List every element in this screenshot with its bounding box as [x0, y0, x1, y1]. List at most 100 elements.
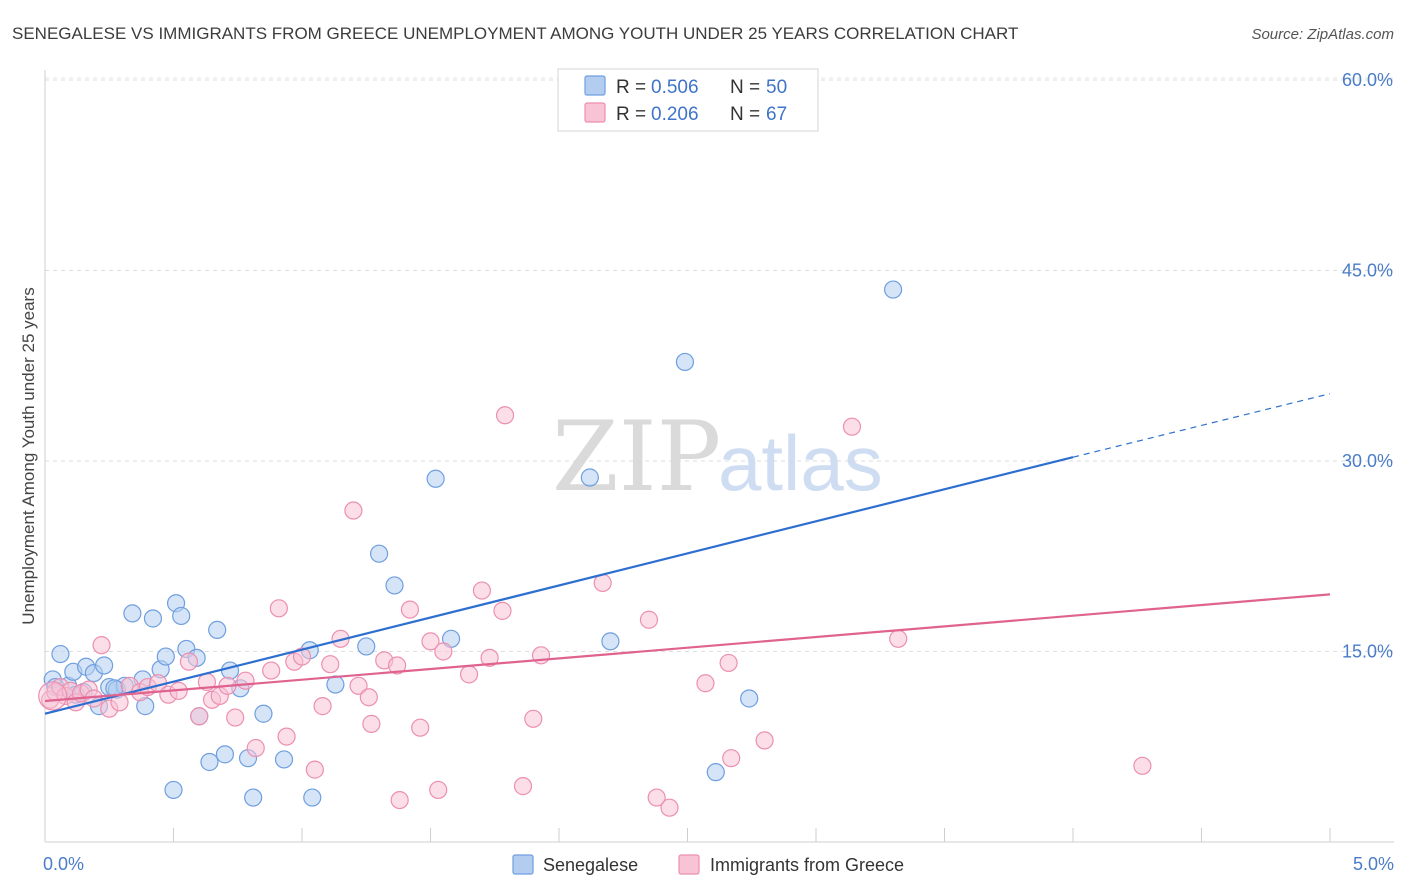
senegalese-point-26	[220, 661, 240, 680]
greece-point-33	[313, 697, 332, 716]
greece-point-29	[277, 727, 296, 746]
legend-swatch-senegalese	[584, 75, 606, 96]
greece-point-64	[842, 417, 862, 436]
greece-point-51	[493, 601, 512, 620]
watermark: ZIP atlas	[552, 401, 883, 513]
legend-swatch-greece	[584, 102, 606, 123]
y-tick-label-45: 45.0%	[1342, 261, 1393, 281]
senegalese-point-37	[385, 576, 404, 595]
legend-n-value-greece: 67	[766, 104, 787, 125]
greece-point-26	[246, 738, 265, 758]
senegalese-point-29	[244, 788, 263, 807]
greece-point-45	[421, 632, 440, 651]
greece-point-52	[495, 406, 515, 425]
greece-point-19	[190, 707, 209, 726]
senegalese-point-12	[123, 604, 142, 623]
senegalese-point-43	[706, 763, 725, 782]
senegalese-point-25	[215, 745, 234, 764]
y-tick-label-30: 30.0%	[1342, 451, 1393, 471]
chart-source: Source: ZipAtlas.com	[1251, 26, 1394, 43]
greece-point-28	[269, 599, 288, 618]
greece-point-42	[390, 790, 409, 810]
senegalese-point-15	[143, 609, 163, 628]
series-legend: Senegalese Immigrants from Greece	[512, 854, 904, 875]
senegalese-point-24	[208, 620, 227, 640]
greece-point-50	[480, 648, 499, 667]
chart-title: SENEGALESE VS IMMIGRANTS FROM GREECE UNE…	[12, 24, 1018, 43]
greece-point-25	[236, 671, 255, 690]
greece-point-24	[226, 708, 245, 727]
greece-point-60	[696, 674, 715, 693]
senegalese-trend-extension	[1072, 393, 1331, 458]
senegalese-point-40	[580, 468, 599, 487]
senegalese-point-8	[95, 656, 114, 675]
greece-point-53	[513, 777, 533, 796]
greece-point-54	[524, 709, 543, 728]
senegalese-point-23	[200, 752, 219, 772]
legend-r-label-senegalese: R =	[616, 77, 646, 98]
greece-point-61	[719, 653, 738, 673]
senegalese-point-38	[426, 469, 445, 488]
legend-n-value-senegalese: 50	[766, 77, 787, 98]
greece-point-39	[362, 714, 381, 733]
trend-lines	[44, 393, 1331, 715]
legend-n-label-greece: N =	[730, 104, 760, 125]
y-tick-label-60: 60.0%	[1342, 70, 1393, 90]
greece-point-59	[660, 798, 679, 817]
greece-point-37	[349, 676, 368, 695]
greece-point-48	[459, 665, 479, 684]
greece-point-18	[179, 652, 199, 671]
greece-point-58	[647, 788, 666, 807]
senegalese-point-1	[51, 644, 70, 664]
bottom-legend-label-greece: Immigrants from Greece	[710, 855, 904, 875]
greece-point-32	[305, 760, 324, 779]
senegalese-point-19	[172, 606, 191, 626]
greece-point-36	[344, 501, 363, 520]
greece-point-49	[472, 581, 491, 600]
correlation-legend: R = 0.506 N = 50 R = 0.206 N = 67	[557, 68, 819, 132]
bottom-legend-swatch-senegalese	[512, 854, 534, 875]
senegalese-point-42	[675, 352, 695, 372]
greece-point-66	[1133, 756, 1152, 775]
watermark-zip: ZIP	[552, 401, 721, 513]
legend-r-value-greece: 0.206	[651, 104, 699, 125]
greece-point-46	[429, 780, 448, 800]
legend-n-label-senegalese: N =	[730, 77, 760, 98]
greece-point-62	[722, 749, 741, 768]
greece-point-63	[755, 731, 774, 750]
greece-point-38	[359, 688, 378, 707]
greece-point-44	[411, 718, 430, 737]
greece-point-57	[639, 610, 659, 629]
y-tick-labels: 15.0% 30.0% 45.0% 60.0%	[1342, 70, 1393, 662]
senegalese-point-33	[303, 788, 322, 807]
y-tick-label-15: 15.0%	[1342, 642, 1393, 662]
greece-point-43	[400, 600, 420, 619]
senegalese-point-49	[164, 780, 183, 800]
greece-point-cluster	[38, 681, 68, 711]
bottom-legend-swatch-greece	[678, 854, 700, 875]
x-tick-label-max: 5.0%	[1353, 854, 1394, 874]
greece-point-65	[889, 629, 908, 648]
senegalese-point-41	[601, 632, 620, 651]
legend-r-value-senegalese: 0.506	[651, 77, 699, 98]
greece-point-9	[92, 636, 111, 655]
senegalese-point-36	[370, 544, 389, 563]
senegalese-point-34	[326, 675, 345, 694]
x-axis-ticks	[44, 828, 1331, 842]
greece-trend-line	[44, 593, 1331, 703]
greece-point-31	[292, 647, 312, 666]
senegalese-point-44	[740, 689, 759, 708]
greece-point-34	[321, 655, 340, 674]
senegalese-point-31	[274, 750, 294, 769]
senegalese-point-35	[357, 637, 376, 656]
senegalese-point-17	[156, 647, 175, 666]
bottom-legend-label-senegalese: Senegalese	[543, 855, 638, 875]
gridlines	[45, 77, 1394, 652]
legend-r-label-greece: R =	[616, 104, 646, 125]
scatter-points	[38, 280, 1152, 817]
senegalese-point-45	[883, 280, 903, 299]
greece-point-41	[387, 656, 407, 675]
greece-point-47	[434, 642, 453, 661]
x-tick-label-min: 0.0%	[43, 854, 84, 874]
